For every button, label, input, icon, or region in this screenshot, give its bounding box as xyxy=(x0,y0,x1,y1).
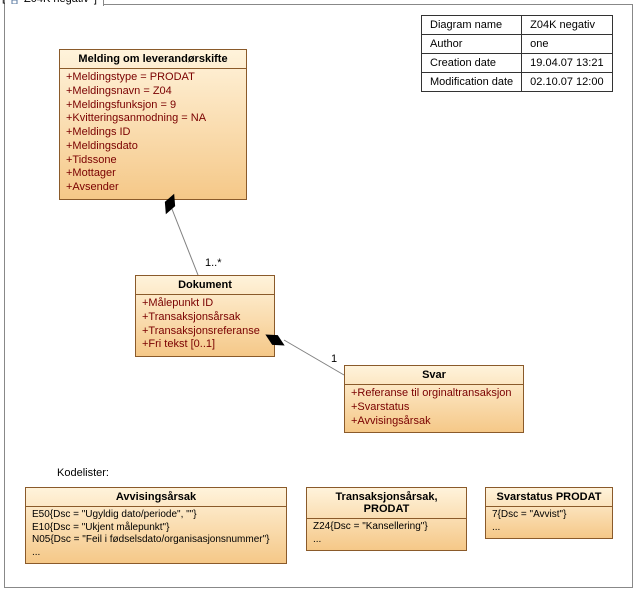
attr: +Målepunkt ID xyxy=(142,297,268,311)
diagram-tab-label: Z04K negativ xyxy=(24,0,89,5)
attr: +Svarstatus xyxy=(351,401,517,415)
info-val: Z04K negativ xyxy=(522,16,612,35)
class-title: Melding om leverandørskifte xyxy=(60,50,246,69)
class-title: Transaksjonsårsak, PRODAT xyxy=(307,488,466,519)
attr: +Mottager xyxy=(66,167,240,181)
class-svarstatus: Svarstatus PRODAT 7{Dsc = "Avvist"} ... xyxy=(485,487,613,539)
class-dokument: Dokument +Målepunkt ID +Transaksjonsårsa… xyxy=(135,275,275,357)
attr: +Avvisingsårsak xyxy=(351,415,517,429)
info-key: Diagram name xyxy=(422,16,522,35)
info-key: Modification date xyxy=(422,73,522,92)
class-body: +Målepunkt ID +Transaksjonsårsak +Transa… xyxy=(136,295,274,356)
diagram-tab: Z04K negativ ] xyxy=(4,0,104,6)
class-transaksjonsarsak: Transaksjonsårsak, PRODAT Z24{Dsc = "Kan… xyxy=(306,487,467,551)
attr: +Meldingsfunksjon = 9 xyxy=(66,99,240,113)
table-row: Diagram name Z04K negativ xyxy=(422,16,613,35)
info-key: Author xyxy=(422,35,522,54)
info-table: Diagram name Z04K negativ Author one Cre… xyxy=(421,15,613,92)
attr: +Transaksjonsreferanse xyxy=(142,325,268,339)
info-key: Creation date xyxy=(422,54,522,73)
table-row: Modification date 02.10.07 12:00 xyxy=(422,73,613,92)
class-avvisingsarsak: Avvisingsårsak E50{Dsc = "Ugyldig dato/p… xyxy=(25,487,287,564)
attr: E10{Dsc = "Ukjent målepunkt"} xyxy=(32,522,280,535)
class-body: +Meldingstype = PRODAT +Meldingsnavn = Z… xyxy=(60,69,246,199)
attr: ... xyxy=(32,547,280,560)
attr: +Meldingstype = PRODAT xyxy=(66,71,240,85)
attr: +Fri tekst [0..1] xyxy=(142,338,268,352)
multiplicity-melding-dokument: 1..* xyxy=(205,257,222,269)
class-title: Svarstatus PRODAT xyxy=(486,488,612,507)
attr: +Tidssone xyxy=(66,154,240,168)
diagram-tab-bracket: ] xyxy=(94,0,97,5)
kodelister-label: Kodelister: xyxy=(57,467,109,479)
class-title: Dokument xyxy=(136,276,274,295)
attr: +Meldingsdato xyxy=(66,140,240,154)
table-row: Creation date 19.04.07 13:21 xyxy=(422,54,613,73)
class-body: +Referanse til orginaltransaksjon +Svars… xyxy=(345,385,523,432)
class-body: Z24{Dsc = "Kansellering"} ... xyxy=(307,519,466,550)
diagram-tab-open-bracket: [ xyxy=(2,0,5,4)
table-row: Author one xyxy=(422,35,613,54)
class-svar: Svar +Referanse til orginaltransaksjon +… xyxy=(344,365,524,433)
class-melding: Melding om leverandørskifte +Meldingstyp… xyxy=(59,49,247,200)
class-body: E50{Dsc = "Ugyldig dato/periode", ""} E1… xyxy=(26,507,286,563)
class-title: Svar xyxy=(345,366,523,385)
multiplicity-dokument-svar: 1 xyxy=(331,353,337,365)
attr: +Meldingsnavn = Z04 xyxy=(66,85,240,99)
info-val: 19.04.07 13:21 xyxy=(522,54,612,73)
attr: +Transaksjonsårsak xyxy=(142,311,268,325)
attr: E50{Dsc = "Ugyldig dato/periode", ""} xyxy=(32,509,280,522)
attr: +Avsender xyxy=(66,181,240,195)
attr: ... xyxy=(313,534,460,547)
class-title: Avvisingsårsak xyxy=(26,488,286,507)
attr: +Kvitteringsanmodning = NA xyxy=(66,112,240,126)
info-val: one xyxy=(522,35,612,54)
attr: Z24{Dsc = "Kansellering"} xyxy=(313,521,460,534)
info-val: 02.10.07 12:00 xyxy=(522,73,612,92)
attr: +Meldings ID xyxy=(66,126,240,140)
attr: ... xyxy=(492,522,606,535)
attr: +Referanse til orginaltransaksjon xyxy=(351,387,517,401)
class-body: 7{Dsc = "Avvist"} ... xyxy=(486,507,612,538)
diagram-frame: Z04K negativ ] [ Diagram name Z04K negat… xyxy=(4,4,633,588)
attr: 7{Dsc = "Avvist"} xyxy=(492,509,606,522)
tab-icon xyxy=(9,0,21,4)
attr: N05{Dsc = "Feil i fødselsdato/organisasj… xyxy=(32,534,280,547)
